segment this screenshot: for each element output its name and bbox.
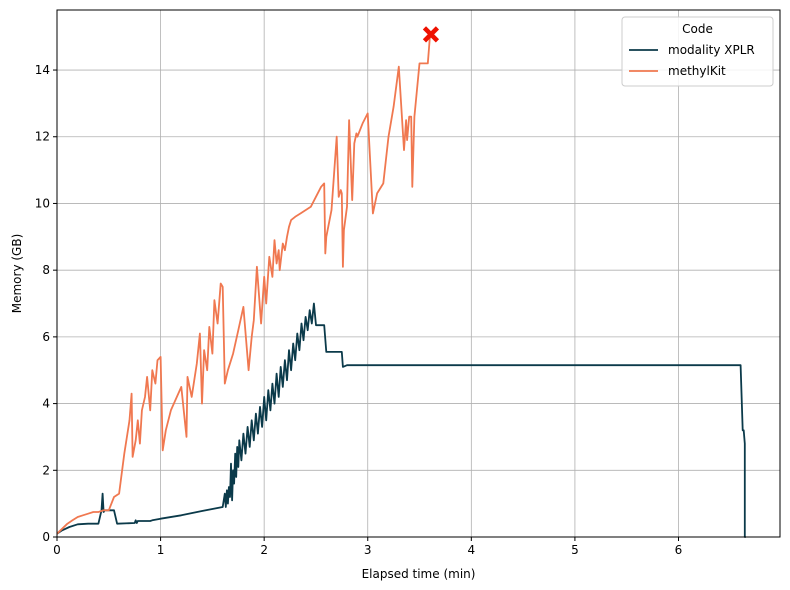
x-tick-label: 4 — [468, 543, 476, 557]
series-group — [56, 32, 746, 538]
grid — [56, 10, 780, 538]
y-tick-label: 0 — [42, 530, 50, 544]
y-tick-label: 2 — [42, 463, 50, 477]
x-axis: 0 1 2 3 4 5 6 — [53, 537, 682, 557]
y-axis-label: Memory (GB) — [10, 234, 24, 314]
x-tick-label: 0 — [53, 543, 61, 557]
x-axis-label: Elapsed time (min) — [362, 567, 476, 581]
legend-label: methylKit — [668, 64, 726, 78]
legend: Code modality XPLR methylKit — [621, 16, 774, 87]
x-tick-label: 3 — [364, 543, 372, 557]
markers-group — [422, 26, 440, 43]
x-marker — [422, 26, 440, 43]
x-tick-label: 6 — [675, 543, 683, 557]
legend-title: Code — [682, 22, 713, 36]
y-tick-label: 12 — [35, 130, 50, 144]
legend-label: modality XPLR — [668, 43, 755, 57]
series-line-0 — [56, 302, 746, 538]
x-tick-label: 1 — [157, 543, 165, 557]
plot-frame — [56, 9, 781, 538]
x-tick-label: 5 — [571, 543, 579, 557]
legend-box — [621, 16, 774, 87]
y-axis: 0 2 4 6 8 10 12 14 — [35, 63, 57, 544]
y-tick-label: 14 — [35, 63, 50, 77]
x-tick-label: 2 — [260, 543, 268, 557]
y-tick-label: 10 — [35, 196, 50, 210]
series-line-1 — [56, 32, 433, 535]
y-tick-label: 4 — [42, 397, 50, 411]
y-tick-label: 6 — [42, 330, 50, 344]
legend-items: modality XPLR methylKit — [629, 43, 755, 78]
y-tick-label: 8 — [42, 263, 50, 277]
